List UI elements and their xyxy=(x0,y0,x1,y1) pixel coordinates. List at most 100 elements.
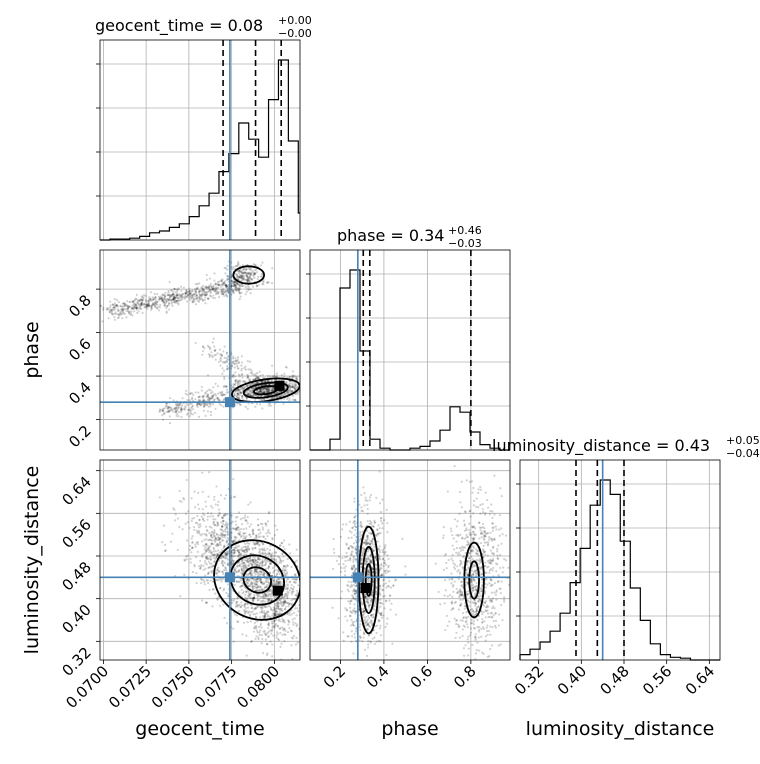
sample-point xyxy=(265,532,267,534)
sample-point xyxy=(226,389,228,391)
sample-point xyxy=(197,551,199,553)
sample-point xyxy=(351,565,353,567)
sample-point xyxy=(197,392,199,394)
sample-point xyxy=(210,534,212,536)
sample-point xyxy=(255,616,257,618)
sample-point xyxy=(170,541,172,543)
sample-point xyxy=(332,538,334,540)
sample-point xyxy=(252,533,254,535)
sample-point xyxy=(210,558,212,560)
sample-point xyxy=(212,518,214,520)
sample-point xyxy=(174,407,176,409)
sample-point xyxy=(126,304,128,306)
sample-point xyxy=(353,603,355,605)
sample-point xyxy=(282,621,284,623)
sample-point xyxy=(376,640,378,642)
sample-point xyxy=(116,304,118,306)
sample-point xyxy=(221,525,223,527)
sample-point xyxy=(216,525,218,527)
sample-point xyxy=(233,641,235,643)
sample-point xyxy=(109,307,111,309)
sample-point xyxy=(163,407,165,409)
sample-point xyxy=(261,552,263,554)
sample-point xyxy=(155,305,157,307)
sample-point xyxy=(258,529,260,531)
sample-point xyxy=(283,565,285,567)
sample-point xyxy=(231,362,233,364)
sample-point xyxy=(195,556,197,558)
sample-point xyxy=(305,646,307,648)
sample-point xyxy=(213,557,215,559)
sample-point xyxy=(224,357,226,359)
sample-point xyxy=(210,539,212,541)
sample-point xyxy=(152,296,154,298)
sample-point xyxy=(253,277,255,279)
sample-point xyxy=(257,524,259,526)
sample-point xyxy=(217,569,219,571)
sample-point xyxy=(268,605,270,607)
sample-point xyxy=(132,301,134,303)
sample-point xyxy=(257,631,259,633)
sample-point xyxy=(291,618,293,620)
sample-point xyxy=(365,616,367,618)
sample-point xyxy=(275,560,277,562)
sample-point xyxy=(260,623,262,625)
sample-point xyxy=(239,391,241,393)
sample-point xyxy=(367,646,369,648)
sample-point xyxy=(227,564,229,566)
sample-point xyxy=(174,301,176,303)
sample-point xyxy=(343,640,345,642)
sample-point xyxy=(375,497,377,499)
sample-point xyxy=(224,554,226,556)
sample-point xyxy=(194,295,196,297)
sample-point xyxy=(180,286,182,288)
sample-point xyxy=(226,541,228,543)
sample-point xyxy=(266,548,268,550)
sample-point xyxy=(238,511,240,513)
sample-point xyxy=(287,590,289,592)
sample-point xyxy=(232,562,234,564)
sample-point xyxy=(316,566,318,568)
sample-point xyxy=(240,364,242,366)
sample-point xyxy=(189,299,191,301)
sample-point xyxy=(226,365,228,367)
sample-point xyxy=(278,582,280,584)
sample-point xyxy=(262,526,264,528)
sample-point xyxy=(114,319,116,321)
sample-point xyxy=(177,415,179,417)
sample-point xyxy=(255,627,257,629)
sample-point xyxy=(200,582,202,584)
sample-point xyxy=(248,286,250,288)
sample-point xyxy=(391,643,393,645)
sample-point xyxy=(254,547,256,549)
sample-point xyxy=(276,573,278,575)
sample-point xyxy=(192,301,194,303)
sample-point xyxy=(255,606,257,608)
sample-point xyxy=(232,357,234,359)
sample-point xyxy=(163,412,165,414)
sample-point xyxy=(210,351,212,353)
sample-point xyxy=(316,572,318,574)
sample-point xyxy=(224,536,226,538)
sample-point xyxy=(190,561,192,563)
sample-point xyxy=(215,359,217,361)
sample-point xyxy=(270,640,272,642)
sample-point xyxy=(232,374,234,376)
sample-point xyxy=(248,591,250,593)
sample-point xyxy=(264,552,266,554)
sample-point xyxy=(255,584,257,586)
sample-point xyxy=(135,307,137,309)
sample-point xyxy=(202,491,204,493)
sample-point xyxy=(181,293,183,295)
sample-point xyxy=(207,582,209,584)
sample-point xyxy=(263,597,265,599)
sample-point xyxy=(296,590,298,592)
sample-point xyxy=(291,385,293,387)
sample-point xyxy=(241,355,243,357)
sample-point xyxy=(376,529,378,531)
sample-point xyxy=(125,316,127,318)
sample-point xyxy=(201,386,203,388)
sample-point xyxy=(227,355,229,357)
sample-point xyxy=(272,567,274,569)
sample-point xyxy=(211,552,213,554)
